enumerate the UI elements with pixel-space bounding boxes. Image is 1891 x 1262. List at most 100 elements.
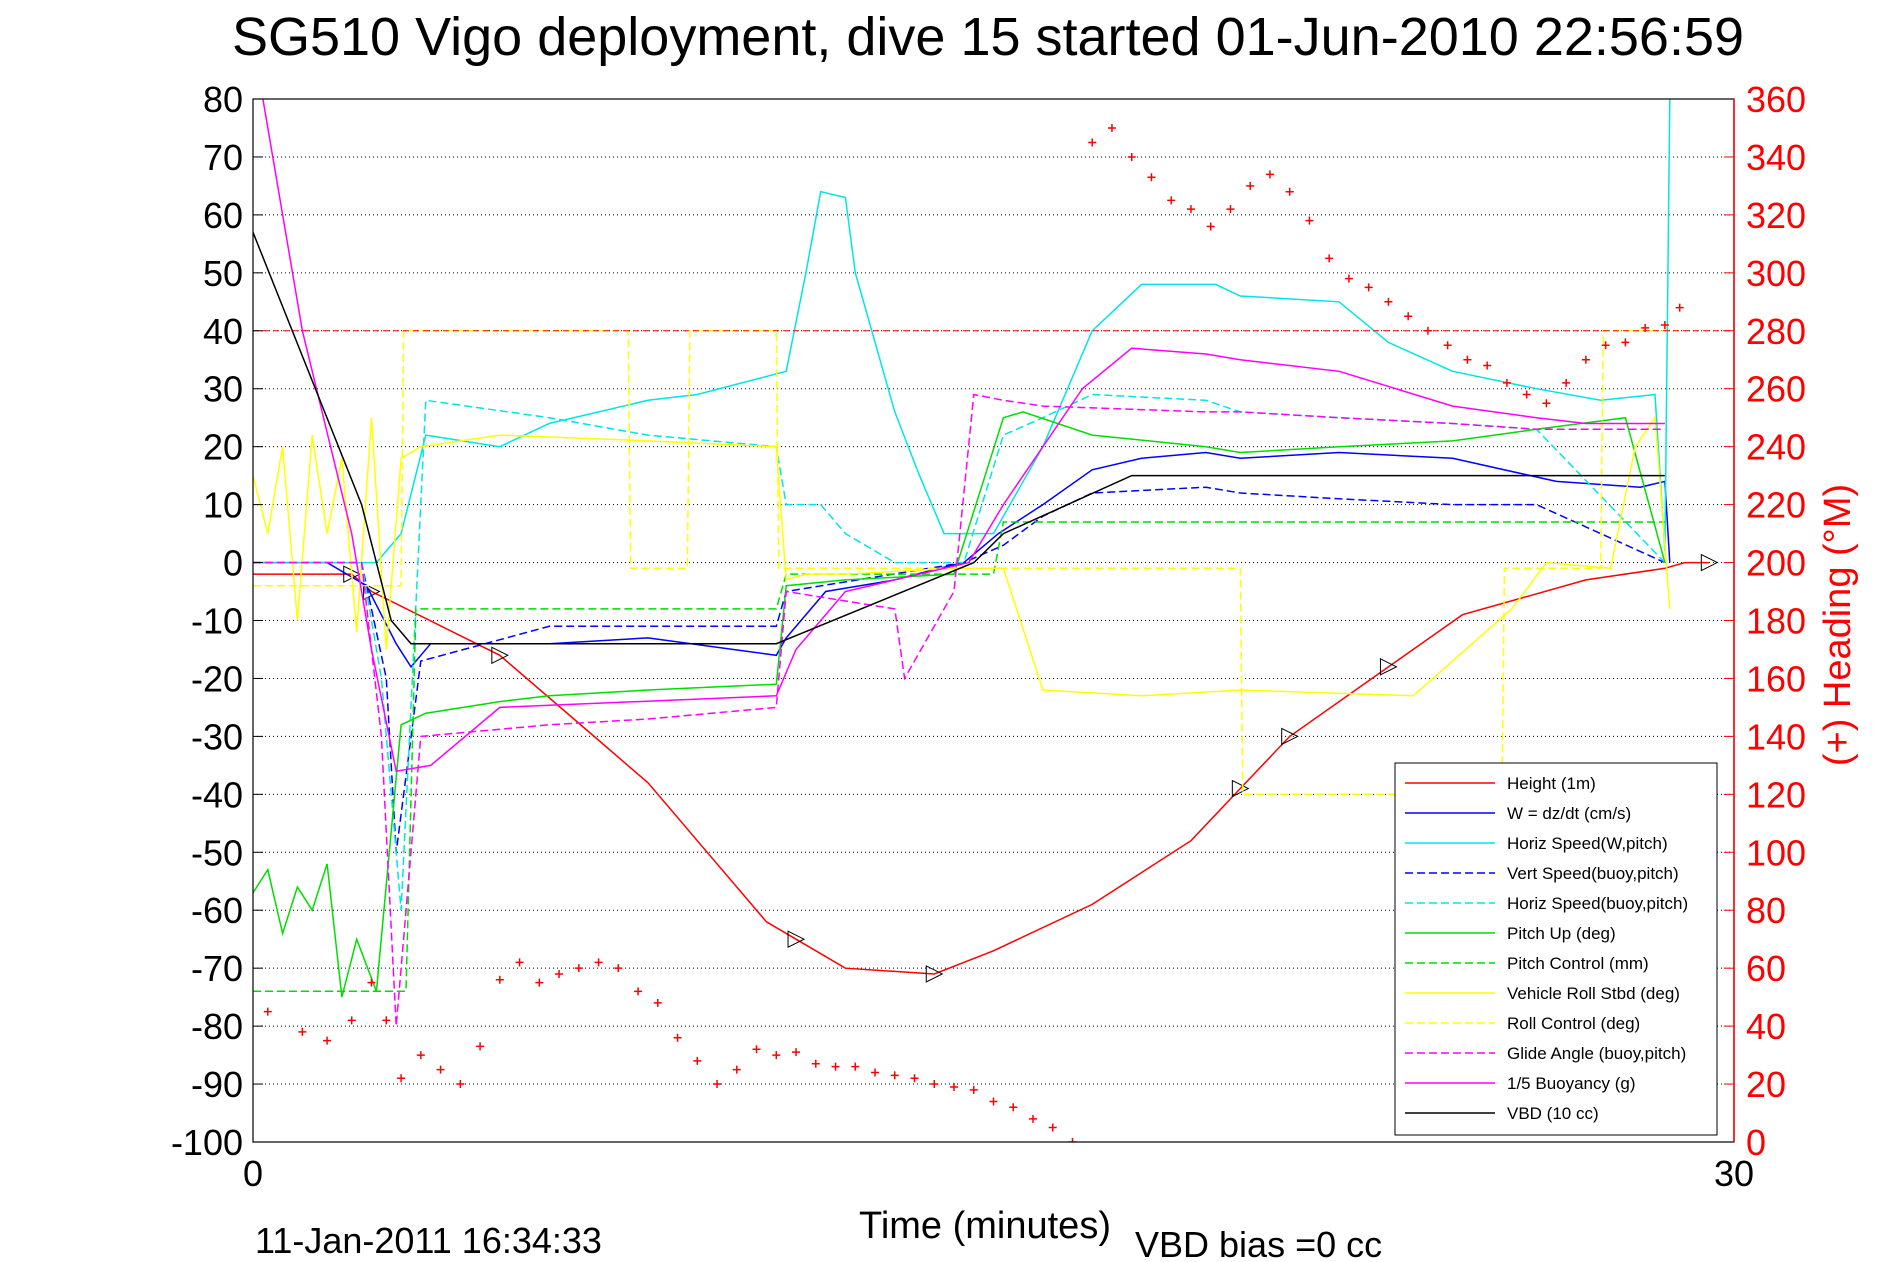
legend-box [1394, 762, 1718, 1136]
series-group [253, 99, 1734, 1142]
y-tick-label: -50 [191, 832, 243, 873]
heading-marker [263, 1007, 272, 1016]
heading-marker [1226, 205, 1235, 214]
y-right-tick-label: 60 [1746, 948, 1786, 989]
y-right-axis-label: (+) Heading (°M) [1817, 484, 1859, 766]
heading-marker [969, 1085, 978, 1094]
y-right-tick-label: 80 [1746, 890, 1786, 931]
heading-marker [1325, 254, 1334, 263]
y-right-tick-label: 340 [1746, 137, 1806, 178]
y-tick-label: -40 [191, 774, 243, 815]
heading-marker [1384, 297, 1393, 306]
heading-marker [436, 1065, 445, 1074]
heading-marker [1404, 312, 1413, 321]
heading-marker [1127, 152, 1136, 161]
heading-marker [535, 978, 544, 987]
heading-marker [713, 1080, 722, 1089]
legend-label: Pitch Control (mm) [1507, 954, 1649, 973]
heading-marker [811, 1059, 820, 1068]
axes: 80706050403020100-10-20-30-40-50-60-70-8… [171, 79, 1806, 1194]
y-tick-label: 30 [203, 369, 243, 410]
x-tick-label: 30 [1714, 1153, 1754, 1194]
y-right-tick-label: 20 [1746, 1064, 1786, 1105]
legend-label: Vert Speed(buoy,pitch) [1507, 864, 1679, 883]
heading-marker [594, 958, 603, 967]
heading-marker [1305, 216, 1314, 225]
heading-marker [1206, 222, 1215, 231]
heading-marker [1246, 181, 1255, 190]
y-tick-label: 80 [203, 79, 243, 120]
heading-marker [323, 1036, 332, 1045]
legend-label: Height (1m) [1507, 774, 1596, 793]
y-right-tick-label: 140 [1746, 716, 1806, 757]
pitch-up-deg-line [253, 411, 1666, 998]
heading-marker [495, 975, 504, 984]
heading-marker [1675, 303, 1684, 312]
y-right-tick-label: 220 [1746, 485, 1806, 526]
heading-marker [416, 1051, 425, 1060]
heading-marker [367, 978, 376, 987]
y-tick-label: -60 [191, 890, 243, 931]
y-tick-label: -70 [191, 948, 243, 989]
height-marker [787, 930, 806, 949]
y-tick-label: 0 [223, 543, 243, 584]
heading-marker [1542, 399, 1551, 408]
heading-marker [673, 1033, 682, 1042]
heading-marker [515, 958, 524, 967]
y-right-tick-label: 320 [1746, 195, 1806, 236]
y-right-tick-label: 280 [1746, 311, 1806, 352]
heading-marker [1048, 1123, 1057, 1132]
heading-marker [1483, 361, 1492, 370]
heading-marker [1028, 1114, 1037, 1123]
heading-marker [1364, 283, 1373, 292]
heading-marker [1660, 320, 1669, 329]
heading-marker [693, 1056, 702, 1065]
heading-marker [1463, 355, 1472, 364]
y-tick-label: 10 [203, 485, 243, 526]
heading-marker [555, 969, 564, 978]
legend-label: 1/5 Buoyancy (g) [1507, 1074, 1636, 1093]
heading-marker [347, 1016, 356, 1025]
heading-marker [752, 1045, 761, 1054]
y-tick-label: 60 [203, 195, 243, 236]
heading-marker [851, 1062, 860, 1071]
heading-marker [732, 1065, 741, 1074]
heading-marker [1522, 390, 1531, 399]
legend-label: Vehicle Roll Stbd (deg) [1507, 984, 1680, 1003]
y-right-tick-label: 160 [1746, 658, 1806, 699]
y-tick-label: -30 [191, 716, 243, 757]
y-tick-label: -10 [191, 601, 243, 642]
heading-marker [950, 1082, 959, 1091]
y-right-tick-label: 240 [1746, 427, 1806, 468]
heading-marker [1443, 341, 1452, 350]
legend-label: Horiz Speed(W,pitch) [1507, 834, 1668, 853]
legend-label: Horiz Speed(buoy,pitch) [1507, 894, 1688, 913]
heading-marker [1562, 378, 1571, 387]
y-tick-label: -100 [171, 1122, 243, 1163]
heading-marker [382, 1016, 391, 1025]
heading-marker [614, 964, 623, 973]
vbd-10-cc-line [253, 232, 1665, 645]
heading-marker [1186, 205, 1195, 214]
y-right-tick-label: 200 [1746, 543, 1806, 584]
x-axis-label: Time (minutes) [859, 1205, 1111, 1247]
heading-marker [1107, 123, 1116, 132]
heading-marker [1344, 274, 1353, 283]
pitch-control-mm-line [253, 521, 1665, 993]
vehicle-roll-stbd-deg-line [253, 415, 1671, 697]
heading-marker [930, 1080, 939, 1089]
y-right-tick-label: 40 [1746, 1006, 1786, 1047]
w-dz-dt-cm-s-line [253, 451, 1671, 669]
height-1m-line [253, 561, 1710, 975]
height-marker [1281, 727, 1299, 746]
heading-marker [1601, 341, 1610, 350]
legend-label: Roll Control (deg) [1507, 1014, 1640, 1033]
legend: Height (1m) W = dz/dt (cm/s) Horiz Speed(W… [1394, 762, 1718, 1136]
height-marker [1379, 658, 1398, 676]
heading-marker [1009, 1103, 1018, 1112]
heading-marker [1088, 138, 1097, 147]
heading-marker [1147, 173, 1156, 182]
heading-marker [1621, 338, 1630, 347]
height-marker [1231, 779, 1250, 798]
